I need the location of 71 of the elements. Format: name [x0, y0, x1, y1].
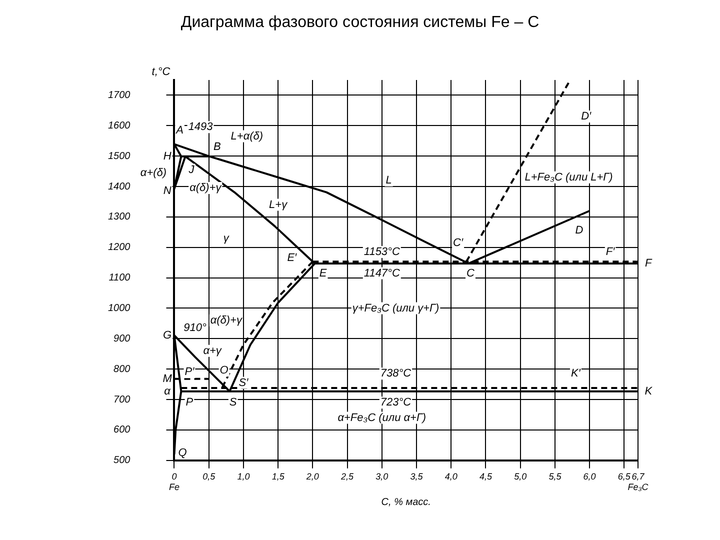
y-tick-label: 900 — [114, 333, 131, 344]
annotation: P — [186, 396, 194, 409]
annotation: E — [319, 267, 328, 280]
x-tick-label: 3,0 — [376, 471, 388, 482]
x-tick-label: 6,5 — [618, 471, 632, 482]
x-tick-label: 5,0 — [514, 471, 527, 482]
text: H — [163, 150, 172, 162]
x-tick-label: 2,5 — [340, 471, 355, 482]
annotation: P′ — [184, 366, 196, 378]
annotation: J — [188, 164, 195, 176]
annotation: L+α(δ) — [230, 130, 264, 142]
x-tick-label: 5,5 — [548, 471, 562, 482]
annotation: K′ — [571, 368, 582, 380]
y-tick-label: 1400 — [108, 181, 131, 192]
y-tick-label: 1700 — [108, 90, 131, 101]
y-tick-label: 800 — [114, 364, 131, 375]
annotation: C — [466, 267, 475, 280]
annotation: O — [220, 364, 229, 377]
annotation: S′ — [238, 376, 250, 389]
annotation: F′ — [606, 246, 616, 258]
x-tick-label: 2,0 — [305, 471, 319, 482]
annotation: 1147°C — [364, 267, 400, 280]
text: K — [644, 385, 653, 398]
annotation: γ — [223, 232, 230, 244]
annotation: α(δ)+γ — [190, 182, 223, 194]
x-tick-label: 1,5 — [272, 471, 286, 482]
annotation: E′ — [287, 252, 298, 264]
annotation: 723°C — [380, 396, 412, 409]
annotation: α+Fe₃C (или α+Г) — [338, 412, 426, 424]
annotation: A — [175, 124, 184, 136]
annotation: D — [575, 224, 584, 237]
y-tick-label: 1000 — [108, 303, 131, 314]
annotation: α+γ — [203, 344, 223, 357]
annotation: L — [386, 174, 392, 186]
x-tick-label: 0,5 — [202, 471, 216, 482]
annotation: 738°C — [380, 368, 412, 380]
annotation: D′ — [581, 110, 592, 123]
text: M — [162, 372, 173, 385]
y-tick-label: 700 — [114, 394, 131, 406]
annotation: γ+Fe₃C (или γ+Г) — [352, 302, 440, 314]
annotation: L+Fe₃C (или L+Г) — [524, 171, 614, 184]
y-tick-label: 1500 — [108, 150, 131, 162]
annotation: Q — [178, 446, 188, 459]
annotation: C′ — [453, 236, 464, 249]
text: α+(δ) — [140, 166, 167, 179]
y-tick-label: 1300 — [108, 212, 131, 223]
x-axis-title: C, % масс. — [381, 496, 431, 508]
annotation: 1153°C — [364, 246, 400, 258]
text: F — [645, 258, 654, 270]
y-tick-label: 500 — [114, 455, 131, 466]
x-tick-label: 0 Fe — [168, 471, 180, 492]
y-tick-label: 1100 — [108, 272, 131, 284]
x-tick-label: 3,5 — [410, 471, 424, 482]
y-tick-label: 600 — [114, 424, 131, 436]
annotation: 1493 — [188, 121, 214, 134]
y-axis-title: t,°C — [152, 66, 170, 78]
text: α — [164, 385, 172, 398]
x-tick-label: 4,0 — [444, 471, 458, 482]
text: G — [163, 329, 172, 342]
x-tick-label: 6,0 — [583, 471, 596, 482]
annotation: α(δ)+γ — [210, 314, 244, 326]
y-tick-label: 1200 — [108, 242, 131, 254]
y-tick-label: 1600 — [108, 120, 131, 132]
annotation: L+γ — [269, 198, 289, 211]
annotation: 910° — [184, 322, 207, 334]
annotation: B — [213, 141, 221, 154]
text: N — [163, 185, 172, 198]
x-tick-label: 1,0 — [237, 471, 250, 482]
annotation: S — [229, 396, 238, 409]
x-tick-label: 4,5 — [479, 471, 493, 482]
chart-title: Диаграмма фазового состояния системы Fe – C — [180, 14, 540, 32]
